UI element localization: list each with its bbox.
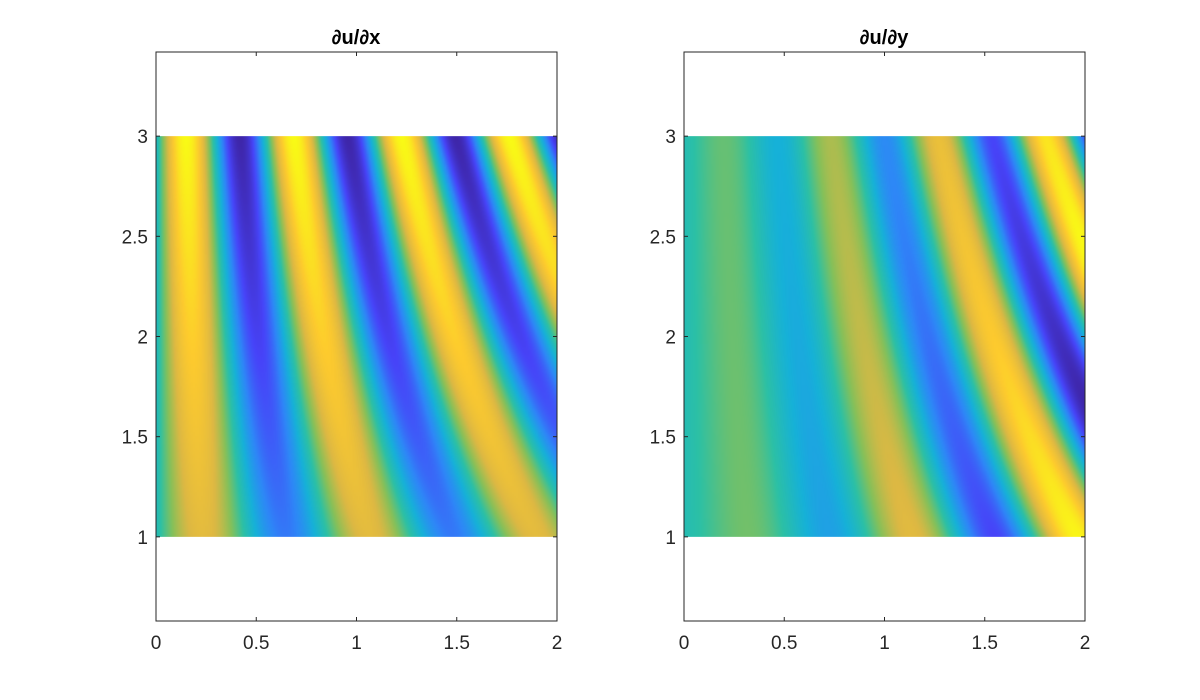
x-tick-label: 2 <box>552 633 563 654</box>
heatmap-image <box>156 136 557 537</box>
x-tick-label: 2 <box>1080 633 1091 654</box>
y-tick-label: 1 <box>665 528 676 549</box>
x-tick-label: 0 <box>679 633 690 654</box>
heatmap-image <box>684 136 1085 537</box>
y-tick-label: 2 <box>137 328 148 349</box>
y-tick-label: 1.5 <box>650 428 676 449</box>
x-tick-label: 0.5 <box>771 633 797 654</box>
chart-title: ∂u/∂y <box>860 27 910 49</box>
x-tick-label: 0.5 <box>243 633 269 654</box>
x-tick-label: 1.5 <box>972 633 998 654</box>
x-tick-label: 1.5 <box>444 633 470 654</box>
y-tick-label: 3 <box>137 127 148 148</box>
x-tick-label: 0 <box>151 633 162 654</box>
y-tick-label: 3 <box>665 127 676 148</box>
y-tick-label: 1.5 <box>122 428 148 449</box>
y-tick-label: 2.5 <box>122 227 148 248</box>
x-tick-label: 1 <box>351 633 362 654</box>
y-tick-label: 1 <box>137 528 148 549</box>
chart-title: ∂u/∂x <box>332 27 381 49</box>
x-tick-label: 1 <box>879 633 890 654</box>
y-tick-label: 2 <box>665 328 676 349</box>
y-tick-label: 2.5 <box>650 227 676 248</box>
